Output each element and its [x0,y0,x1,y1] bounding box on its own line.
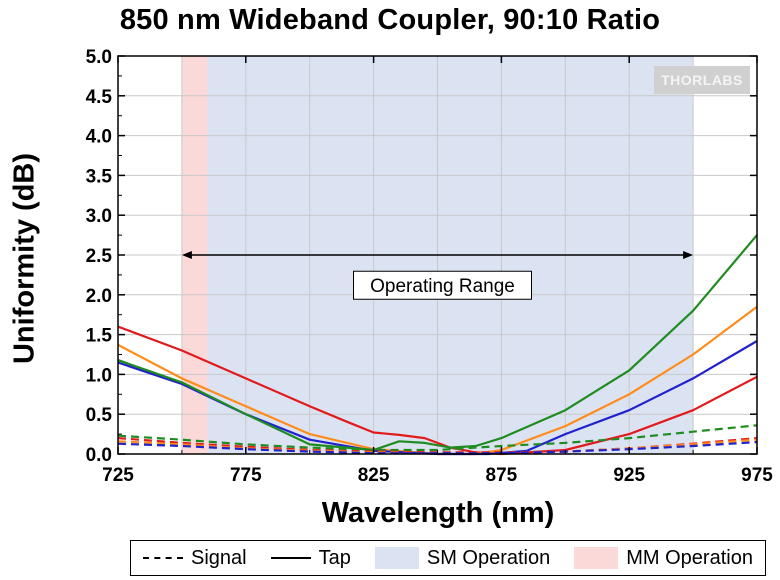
legend-label-sm: SM Operation [426,546,551,569]
x-tick-label: 825 [358,465,390,486]
y-tick-label: 1.5 [86,326,113,347]
thorlabs-logo: THORLABS [654,66,750,94]
x-tick-label: 875 [486,465,518,486]
y-tick-label: 4.0 [86,127,112,148]
y-tick-label: 3.0 [86,206,112,227]
legend-item-sm: SM Operation [374,546,551,570]
y-tick-label: 3.5 [86,166,113,187]
arrowhead-left-icon [181,251,192,259]
x-tick-label: 725 [102,465,134,486]
mm-swatch-icon [574,547,619,569]
series-line-tap [117,325,758,456]
annotation-text: Operating Range [370,276,515,297]
legend-label-signal: Signal [191,546,247,569]
series-line-tap [117,234,758,452]
y-tick-label: 5.0 [86,47,112,68]
y-tick-label: 1.0 [86,365,112,386]
solid-line-icon [270,557,311,559]
legend-label-tap: Tap [318,546,351,569]
x-tick-label: 925 [613,465,645,486]
chart-title: 850 nm Wideband Coupler, 90:10 Ratio [119,4,661,36]
y-tick-label: 2.0 [86,286,112,307]
legend-label-mm: MM Operation [626,546,753,569]
chart-plot: Operating Range 725 775 825 875 925 975 0.0 0.5… [86,47,774,486]
sm-swatch-icon [374,547,419,569]
x-tick-label: 775 [230,465,262,486]
legend-item-tap: Tap [270,546,351,570]
legend-item-mm: MM Operation [574,547,753,570]
arrowhead-right-icon [683,251,694,259]
chart-legend: Signal Tap SM Operation MM Operation [130,540,766,576]
y-tick-label: 0.5 [86,405,113,426]
x-tick-label: 975 [741,465,773,486]
dashed-line-icon [143,557,183,559]
legend-item-signal: Signal [143,547,247,570]
annotation-box [353,270,532,300]
y-tick-label: 2.5 [86,246,113,267]
x-axis-label: Wavelength (nm) [321,497,555,529]
y-tick-label: 4.5 [86,87,113,108]
y-tick-label: 0.0 [86,445,112,466]
